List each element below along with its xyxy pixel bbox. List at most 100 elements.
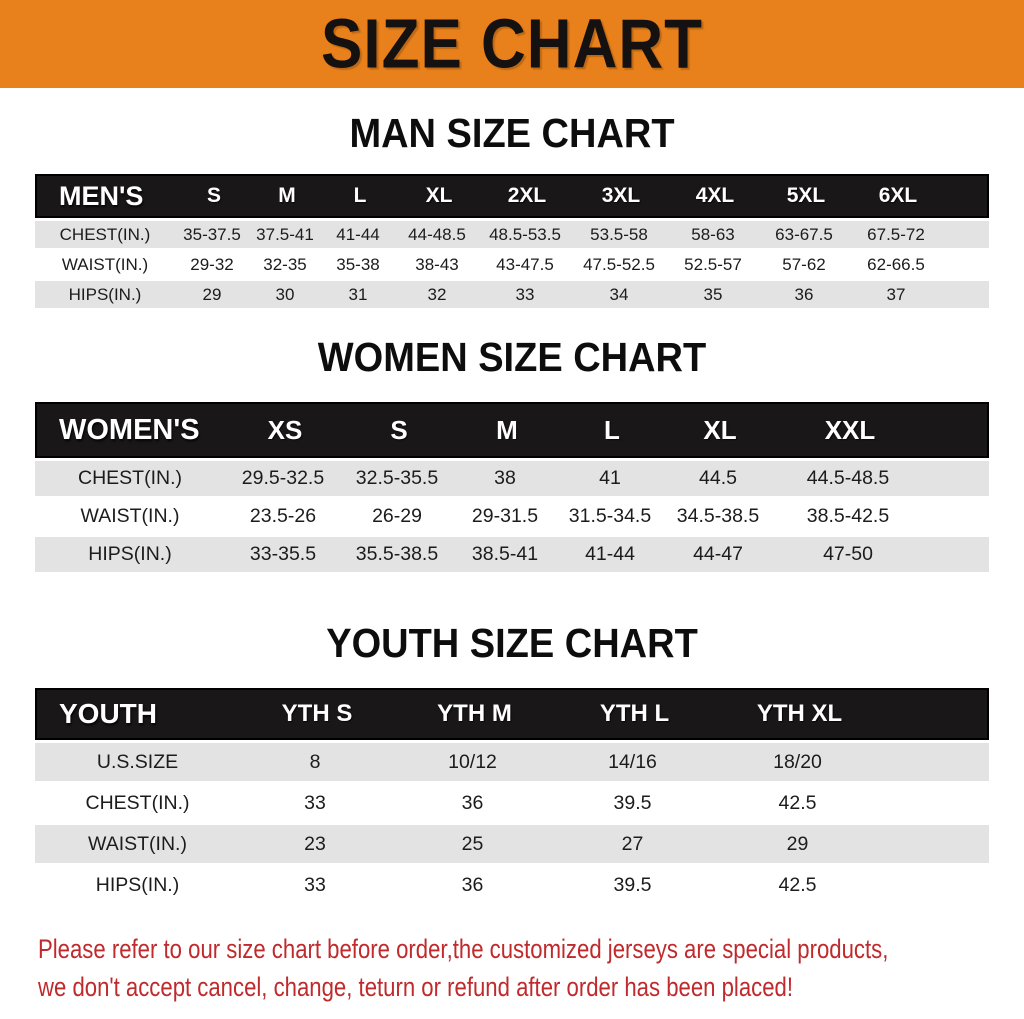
row-label: HIPS(IN.): [95, 873, 180, 896]
table-cell: 23.5-26: [249, 505, 317, 527]
column-header: YTH S: [281, 700, 353, 727]
row-label: WAIST(IN.): [80, 505, 180, 527]
table-header-label: WOMEN'S: [59, 413, 200, 446]
table-cell: 44.5-48.5: [806, 467, 890, 489]
table-cell: 29-32: [190, 254, 234, 274]
table-cell: 30: [275, 284, 295, 304]
row-label: WAIST(IN.): [61, 254, 149, 274]
table-cell: 43-47.5: [496, 254, 554, 274]
column-header: 2XL: [507, 184, 547, 207]
table-cell: 35: [703, 284, 723, 304]
footnote: Please refer to our size chart before or…: [38, 930, 888, 1006]
size-table: MEN'S S M L XL 2XL 3XL 4XL 5XL 6XL CHEST(IN.) 35-…: [35, 174, 989, 308]
table-cell: 41-44: [585, 543, 635, 565]
table-cell: 25: [461, 832, 484, 855]
table-cell: 33: [304, 791, 326, 814]
column-header: M: [496, 414, 518, 445]
column-header: 3XL: [601, 184, 641, 207]
column-header: S: [206, 184, 221, 207]
table-cell: 62-66.5: [867, 254, 925, 274]
table-cell: 35-37.5: [183, 224, 241, 244]
table-cell: 67.5-72: [867, 224, 925, 244]
table-cell: 29-31.5: [471, 505, 539, 527]
table-cell: 34.5-38.5: [676, 505, 760, 527]
table-header-row: YOUTH YTH S YTH M YTH L YTH XL: [35, 688, 989, 740]
table-header-label: YOUTH: [59, 698, 157, 729]
table-cell: 35-38: [336, 254, 380, 274]
page-title: SIZE CHART: [321, 5, 703, 83]
table-cell: 32-35: [263, 254, 307, 274]
row-label: CHEST(IN.): [78, 467, 182, 489]
column-header: 4XL: [695, 184, 735, 207]
footnote-line-2: we don't accept cancel, change, teturn o…: [38, 972, 794, 1002]
table-cell: 27: [621, 832, 644, 855]
table-cell: 39.5: [613, 791, 652, 814]
table-row: CHEST(IN.) 29.5-32.5 32.5-35.5 38 41 44.5 44.5…: [35, 461, 989, 496]
table-row: HIPS(IN.) 33-35.5 35.5-38.5 38.5-41 41-44 44-…: [35, 537, 989, 572]
table-cell: 26-29: [372, 505, 422, 527]
table-cell: 41-44: [336, 224, 380, 244]
table-cell: 29.5-32.5: [241, 467, 325, 489]
row-label: U.S.SIZE: [96, 750, 179, 773]
table-cell: 47.5-52.5: [583, 254, 655, 274]
table-cell: 44.5: [699, 467, 737, 489]
table-row: HIPS(IN.) 29 30 31 32 33 34 35 36 37: [35, 281, 989, 308]
table-cell: 33-35.5: [249, 543, 317, 565]
row-label: CHEST(IN.): [85, 791, 190, 814]
column-header: 5XL: [786, 184, 826, 207]
table-cell: 32.5-35.5: [355, 467, 439, 489]
table-header-row: WOMEN'S XS S M L XL XXL: [35, 402, 989, 458]
column-header: L: [604, 414, 620, 445]
table-cell: 29: [202, 284, 222, 304]
table-cell: 42.5: [778, 873, 817, 896]
table-row: CHEST(IN.) 35-37.5 37.5-41 41-44 44-48.5 48.5…: [35, 221, 989, 248]
table-cell: 38.5-41: [471, 543, 539, 565]
table-cell: 29: [786, 832, 809, 855]
section-heading: WOMEN SIZE CHART: [317, 335, 707, 381]
column-header: XL: [425, 184, 453, 207]
table-cell: 52.5-57: [684, 254, 742, 274]
column-header: YTH L: [599, 700, 670, 727]
table-cell: 36: [461, 873, 484, 896]
table-cell: 31: [348, 284, 368, 304]
table-row: WAIST(IN.) 23.5-26 26-29 29-31.5 31.5-34.5 34…: [35, 499, 989, 534]
table-cell: 36: [794, 284, 814, 304]
table-cell: 44-48.5: [408, 224, 466, 244]
table-cell: 39.5: [613, 873, 652, 896]
table-header-label: MEN'S: [59, 180, 144, 211]
table-cell: 10/12: [448, 750, 497, 773]
table-cell: 37: [886, 284, 906, 304]
table-cell: 8: [309, 750, 321, 773]
column-header: YTH M: [437, 700, 512, 727]
table-cell: 38: [494, 467, 516, 489]
table-cell: 41: [599, 467, 621, 489]
column-header: 6XL: [878, 184, 918, 207]
column-header: XS: [267, 414, 303, 445]
table-cell: 23: [304, 832, 326, 855]
table-row: CHEST(IN.) 33 36 39.5 42.5: [35, 784, 989, 822]
table-cell: 63-67.5: [775, 224, 833, 244]
table-cell: 33: [515, 284, 535, 304]
table-cell: 38-43: [415, 254, 459, 274]
section-heading: YOUTH SIZE CHART: [326, 621, 698, 667]
table-cell: 57-62: [782, 254, 826, 274]
column-header: M: [278, 184, 296, 207]
row-label: HIPS(IN.): [88, 543, 172, 565]
table-row: WAIST(IN.) 23 25 27 29: [35, 825, 989, 863]
column-header: S: [390, 414, 408, 445]
section-heading: MAN SIZE CHART: [349, 111, 675, 157]
table-cell: 36: [461, 791, 484, 814]
table-row: WAIST(IN.) 29-32 32-35 35-38 38-43 43-47.5 47.…: [35, 251, 989, 278]
table-cell: 34: [609, 284, 629, 304]
table-cell: 31.5-34.5: [568, 505, 652, 527]
table-header-row: MEN'S S M L XL 2XL 3XL 4XL 5XL 6XL: [35, 174, 989, 218]
table-cell: 44-47: [693, 543, 743, 565]
table-cell: 18/20: [773, 750, 822, 773]
table-row: U.S.SIZE 8 10/12 14/16 18/20: [35, 743, 989, 781]
column-header: XXL: [824, 414, 876, 445]
size-table: WOMEN'S XS S M L XL XXL CHEST(IN.) 29.5-32.5 32…: [35, 402, 989, 572]
table-cell: 32: [427, 284, 447, 304]
size-table: YOUTH YTH S YTH M YTH L YTH XL U.S.SIZE 8 10/…: [35, 688, 989, 904]
table-cell: 53.5-58: [590, 224, 648, 244]
